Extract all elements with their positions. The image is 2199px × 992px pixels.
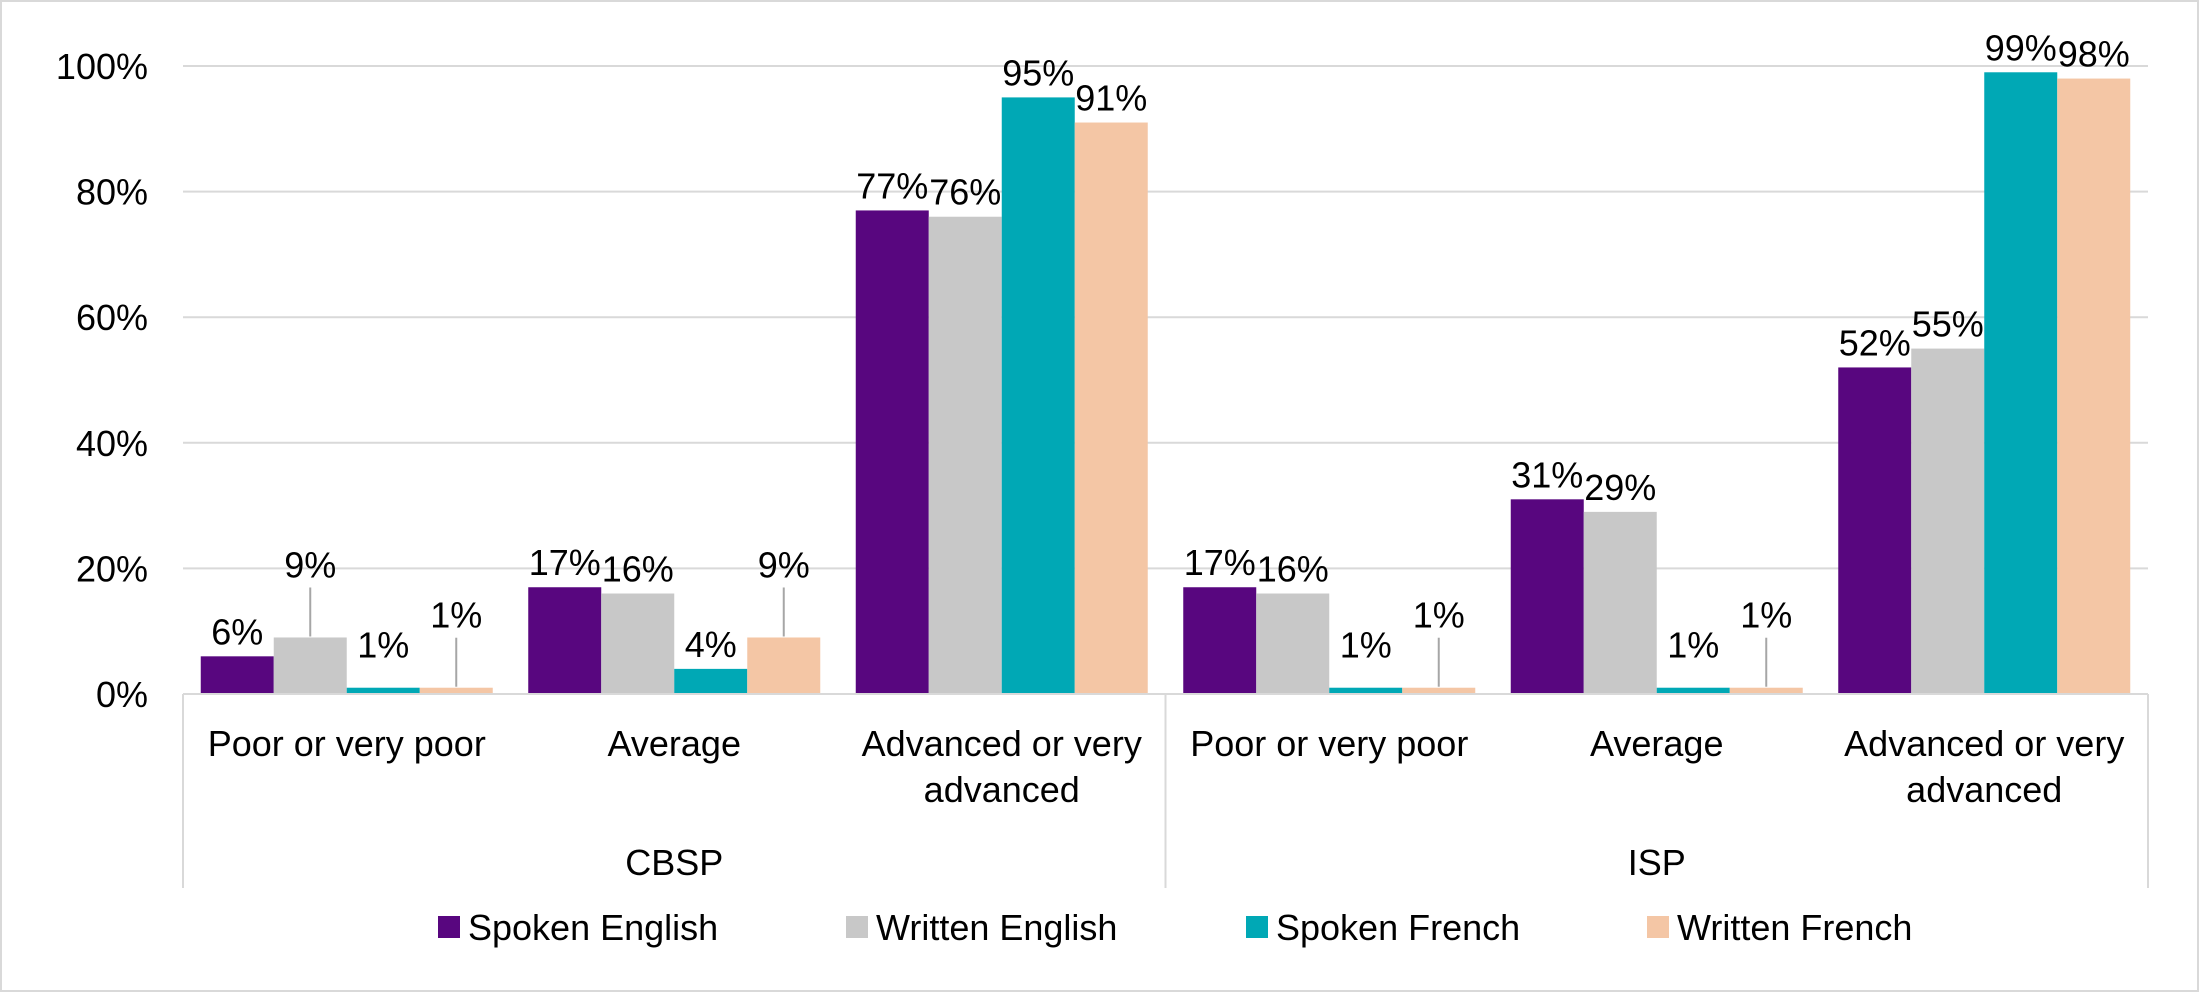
data-label: 9% (284, 544, 336, 585)
bar (1256, 593, 1330, 694)
data-label: 52% (1839, 322, 1911, 363)
bar (200, 656, 274, 694)
data-label: 16% (1257, 549, 1329, 590)
bar (674, 668, 748, 694)
bar (2057, 78, 2131, 694)
data-label: 98% (2058, 34, 2130, 75)
legend-label: Written French (1677, 907, 1912, 948)
legend-label: Spoken French (1276, 907, 1520, 948)
bar (747, 637, 821, 694)
category-label: Poor or very poor (1190, 723, 1468, 764)
data-label: 17% (1184, 542, 1256, 583)
legend-swatch (1246, 916, 1268, 938)
bar (1402, 687, 1476, 694)
data-label: 91% (1075, 78, 1147, 119)
legend-label: Written English (876, 907, 1117, 948)
data-label: 95% (1002, 52, 1074, 93)
data-label: 1% (357, 625, 409, 666)
legend-label: Spoken English (468, 907, 718, 948)
bar (1729, 687, 1803, 694)
data-label: 99% (1985, 27, 2057, 68)
category-label: Average (608, 723, 741, 764)
bar (1911, 348, 1985, 694)
data-label: 1% (430, 595, 482, 636)
legend-swatch (1647, 916, 1669, 938)
bar (601, 593, 675, 694)
bar (273, 637, 347, 694)
group-label: ISP (1628, 842, 1686, 883)
bar (928, 216, 1002, 694)
data-label: 29% (1584, 467, 1656, 508)
data-label: 17% (529, 542, 601, 583)
data-label: 1% (1413, 595, 1465, 636)
category-label: Advanced or very advanced (1844, 723, 2124, 810)
data-label: 77% (856, 165, 928, 206)
legend-swatch (438, 916, 460, 938)
y-tick-label: 60% (76, 297, 148, 338)
data-label: 16% (602, 549, 674, 590)
y-tick-label: 80% (76, 172, 148, 213)
data-label: 1% (1740, 595, 1792, 636)
category-label: Poor or very poor (208, 723, 486, 764)
data-label: 1% (1340, 625, 1392, 666)
bar (1656, 687, 1730, 694)
bar (1329, 687, 1403, 694)
data-label: 31% (1511, 454, 1583, 495)
bar (1183, 587, 1257, 694)
group-label: CBSP (625, 842, 723, 883)
bar (1510, 499, 1584, 694)
y-tick-label: 0% (96, 674, 148, 715)
data-label: 76% (929, 172, 1001, 213)
category-label: Average (1590, 723, 1723, 764)
data-label: 1% (1667, 625, 1719, 666)
bar (346, 687, 420, 694)
data-label: 9% (758, 544, 810, 585)
legend-swatch (846, 916, 868, 938)
data-label: 4% (685, 624, 737, 665)
y-tick-label: 40% (76, 423, 148, 464)
bar (528, 587, 602, 694)
y-tick-label: 100% (56, 46, 148, 87)
bar (1001, 97, 1075, 694)
bar (855, 210, 929, 694)
category-label: Advanced or very advanced (862, 723, 1142, 810)
bar (1838, 367, 1912, 694)
bar (419, 687, 493, 694)
y-tick-label: 20% (76, 548, 148, 589)
bar (1984, 72, 2058, 694)
bar (1074, 122, 1148, 694)
data-label: 55% (1912, 304, 1984, 345)
data-label: 6% (211, 611, 263, 652)
bar (1583, 511, 1657, 694)
